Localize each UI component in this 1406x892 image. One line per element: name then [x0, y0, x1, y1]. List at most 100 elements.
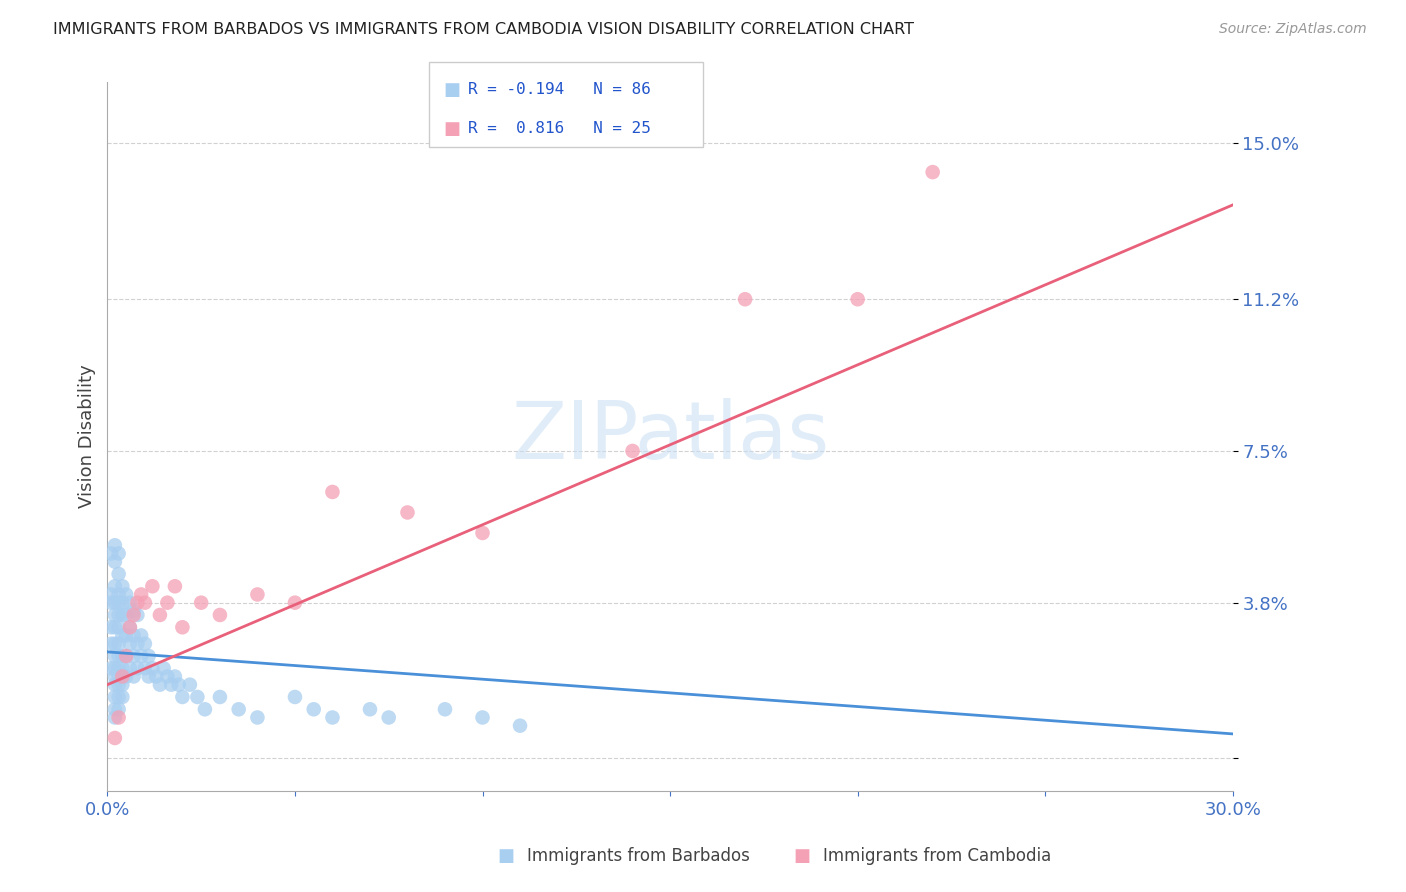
Point [107, 678, 129, 692]
Point [104, 596, 127, 610]
Point [122, 607, 145, 622]
Point [846, 292, 869, 306]
Point [107, 607, 129, 622]
Point [100, 546, 122, 560]
Text: ZIPatlas: ZIPatlas [510, 398, 830, 475]
Point [104, 620, 127, 634]
Point [471, 710, 494, 724]
Point [134, 596, 156, 610]
Point [100, 661, 122, 675]
Point [107, 702, 129, 716]
Point [100, 637, 122, 651]
Point [509, 719, 531, 733]
Point [396, 506, 419, 520]
Text: R =  0.816   N = 25: R = 0.816 N = 25 [468, 121, 651, 136]
Point [118, 620, 141, 634]
Point [129, 628, 152, 642]
Point [107, 661, 129, 675]
Point [141, 579, 163, 593]
Point [127, 661, 149, 675]
Point [100, 596, 122, 610]
Point [208, 690, 231, 704]
Point [127, 607, 149, 622]
Point [104, 607, 127, 622]
Point [921, 165, 943, 179]
Text: Immigrants from Barbados: Immigrants from Barbados [527, 847, 751, 865]
Point [163, 579, 186, 593]
Point [107, 669, 129, 683]
Point [284, 690, 307, 704]
Y-axis label: Vision Disability: Vision Disability [79, 365, 96, 508]
Point [179, 678, 201, 692]
Point [100, 587, 122, 601]
Point [172, 690, 194, 704]
Point [115, 648, 138, 663]
Point [302, 702, 325, 716]
Point [104, 538, 127, 552]
Point [107, 620, 129, 634]
Point [104, 579, 127, 593]
Point [172, 620, 194, 634]
Point [122, 604, 145, 618]
Point [104, 661, 127, 675]
Point [115, 628, 138, 642]
Point [104, 710, 127, 724]
Point [359, 702, 381, 716]
Point [115, 607, 138, 622]
Point [471, 525, 494, 540]
Text: ■: ■ [793, 847, 810, 865]
Point [377, 710, 399, 724]
Point [104, 648, 127, 663]
Point [160, 678, 183, 692]
Point [163, 669, 186, 683]
Point [111, 678, 134, 692]
Point [734, 292, 756, 306]
Point [100, 620, 122, 634]
Point [129, 648, 152, 663]
Text: ■: ■ [498, 847, 515, 865]
Point [118, 661, 141, 675]
Point [208, 607, 231, 622]
Point [138, 648, 160, 663]
Point [156, 596, 179, 610]
Point [621, 444, 644, 458]
Point [152, 661, 174, 675]
Point [104, 702, 127, 716]
Point [104, 731, 127, 745]
Point [107, 566, 129, 581]
Point [141, 661, 163, 675]
Point [104, 555, 127, 569]
Text: ■: ■ [443, 80, 460, 98]
Point [107, 637, 129, 651]
Point [118, 620, 141, 634]
Point [111, 628, 134, 642]
Point [228, 702, 250, 716]
Point [122, 628, 145, 642]
Point [107, 596, 129, 610]
Point [104, 690, 127, 704]
Point [129, 587, 152, 601]
Point [104, 669, 127, 683]
Point [246, 710, 269, 724]
Point [107, 546, 129, 560]
Point [111, 596, 134, 610]
Point [104, 637, 127, 651]
Point [134, 637, 156, 651]
Point [190, 596, 212, 610]
Point [145, 669, 167, 683]
Point [111, 579, 134, 593]
Point [111, 648, 134, 663]
Point [118, 637, 141, 651]
Point [107, 648, 129, 663]
Point [321, 710, 343, 724]
Point [167, 678, 190, 692]
Point [321, 485, 343, 500]
Point [149, 678, 172, 692]
Point [115, 669, 138, 683]
Point [127, 637, 149, 651]
Point [104, 678, 127, 692]
Point [246, 587, 269, 601]
Point [134, 661, 156, 675]
Text: ■: ■ [443, 120, 460, 137]
Point [284, 596, 307, 610]
